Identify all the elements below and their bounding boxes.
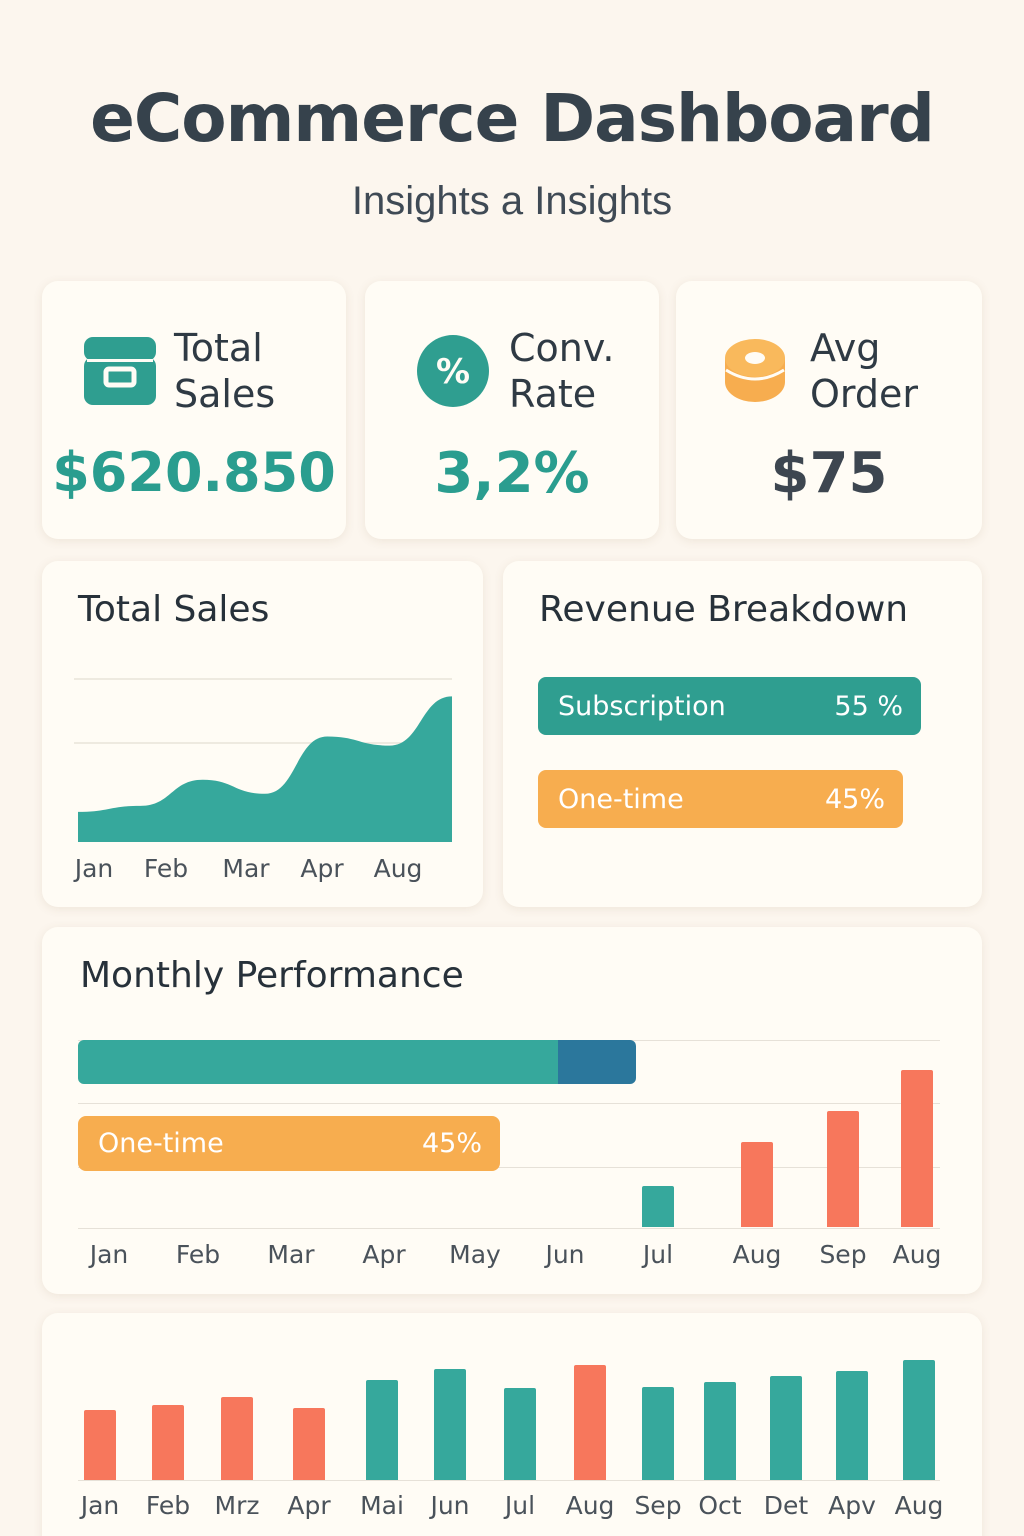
x-tick-label: Jan [89,1240,129,1269]
kpi-card-avg-order[interactable]: Avg Order $75 [676,281,982,539]
shopping-box-icon [84,337,156,405]
progress-bar[interactable] [78,1040,636,1084]
kpi-label: Sales [174,372,276,416]
chart-title: Total Sales [78,589,270,630]
x-tick-label: May [449,1240,501,1269]
x-tick-label: Det [763,1491,809,1520]
kpi-label: Conv. [509,326,615,370]
bar[interactable] [704,1382,736,1480]
page-title: eCommerce Dashboard [90,80,935,157]
bar[interactable] [741,1142,773,1227]
bar[interactable] [293,1408,325,1480]
progress-fill-navy [557,1040,636,1084]
total-sales-area-chart [74,678,452,842]
bar[interactable] [642,1185,674,1227]
x-tick-label: Apr [362,1240,406,1269]
chart-title: Monthly Performance [80,955,464,996]
monthly-performance-card: Monthly Performance Jan Feb Mar Apr May Jun Ju… [42,927,982,1294]
x-tick-label: Jan [74,854,114,883]
bar[interactable] [504,1388,536,1480]
x-tick-label: Apv [828,1491,876,1520]
kpi-card-total-sales[interactable]: Total Sales $620.850 [42,281,346,539]
coin-stack-icon [725,339,785,402]
x-tick-label: Aug [565,1491,615,1520]
revenue-label: Subscription [558,690,726,722]
x-tick-label: Feb [175,1240,221,1269]
gridline [78,1167,940,1168]
bar[interactable] [827,1110,859,1227]
bar[interactable] [221,1397,253,1480]
x-tick-label: Aug [732,1240,782,1269]
x-tick-label: Jul [504,1491,536,1520]
x-tick-label: Aug [894,1491,944,1520]
kpi-label: Avg [810,326,881,370]
revenue-bar-one-time[interactable]: One-time 45% [538,770,903,828]
revenue-breakdown-card: Revenue Breakdown Subscription 55 % One-… [503,561,982,907]
kpi-value-avg-order: $75 [770,441,888,506]
x-tick-label: Jun [545,1240,585,1269]
page-subtitle: Insights a Insights [351,179,673,223]
gridline [78,1103,940,1104]
x-tick-label: Feb [143,854,189,883]
bar[interactable] [366,1380,398,1480]
bar[interactable] [903,1360,935,1480]
kpi-label: Rate [509,372,597,416]
revenue-percent: 55 % [834,690,903,722]
kpi-label: Total [174,326,263,370]
bar[interactable] [152,1405,184,1480]
x-tick-label: Apr [287,1491,331,1520]
percent-icon: % [417,335,489,407]
x-tick-label: Sep [819,1240,867,1269]
x-tick-label: Apr [300,854,344,883]
bar[interactable] [642,1387,674,1480]
chart-title: Revenue Breakdown [539,589,909,630]
bar[interactable] [84,1410,116,1480]
bar[interactable] [434,1369,466,1480]
x-tick-label: Mar [222,854,270,883]
revenue-label: One-time [558,783,684,815]
revenue-percent: 45% [824,783,885,815]
bar-percent: 45% [421,1128,482,1159]
monthly-bar-chart-card: Jan Feb Mrz Apr Mai Jun Jul Aug Sep Oct Det Apv Aug [42,1313,982,1536]
bar[interactable] [770,1376,802,1480]
kpi-value-total-sales: $620.850 [52,441,336,504]
x-tick-label: Aug [373,854,423,883]
total-sales-chart-card: Total Sales Jan Feb Mar Apr Aug [42,561,483,907]
one-time-bar[interactable]: One-time 45% [78,1116,500,1171]
gridline [78,1228,940,1229]
x-tick-label: Oct [698,1491,742,1520]
x-tick-label: Mar [267,1240,315,1269]
x-tick-label: Jun [430,1491,470,1520]
x-tick-label: Mai [360,1491,404,1520]
x-tick-label: Jul [642,1240,674,1269]
x-tick-label: Sep [634,1491,682,1520]
bar[interactable] [901,1069,933,1227]
x-tick-label: Mrz [214,1491,260,1520]
total-sales-area [78,696,452,842]
revenue-bar-subscription[interactable]: Subscription 55 % [538,677,921,735]
x-tick-label: Aug [892,1240,942,1269]
baseline [78,1480,940,1481]
dashboard-header: eCommerce Dashboard Insights a Insights [0,80,1024,224]
kpi-label: Order [810,372,918,416]
bar[interactable] [836,1371,868,1480]
svg-text:%: % [436,352,470,392]
kpi-value-conversion-rate: 3,2% [434,441,590,506]
bar[interactable] [574,1365,606,1480]
kpi-card-conversion-rate[interactable]: % Conv. Rate 3,2% [365,281,659,539]
x-tick-label: Jan [80,1491,120,1520]
progress-fill-teal [78,1040,558,1084]
x-tick-label: Feb [145,1491,191,1520]
bar-label: One-time [98,1128,224,1159]
